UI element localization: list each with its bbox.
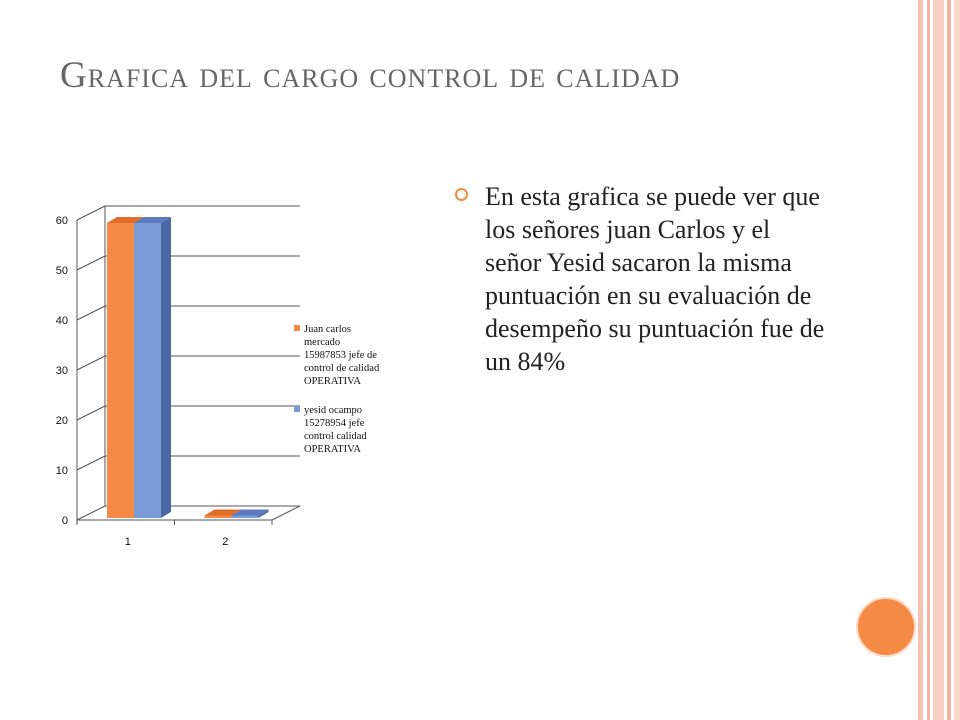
bar (134, 223, 161, 518)
legend-label: 15278954 jefe (304, 418, 365, 429)
bar-chart: 0 10 20 30 40 50 60 1 2 Juan carlos mercado 1598785… (56, 205, 380, 548)
stripe (933, 0, 944, 720)
gridline-side (76, 505, 106, 521)
y-tick-label: 30 (56, 365, 68, 377)
bullet-icon (455, 188, 468, 201)
bar-top (204, 509, 242, 516)
legend-swatch (294, 406, 300, 412)
gridline-side (76, 205, 106, 221)
legend-label: control calidad (304, 431, 367, 442)
legend-label: OPERATIVA (304, 376, 361, 387)
legend-label: 15987853 jefe de (304, 350, 377, 361)
bar-top (231, 509, 269, 516)
x-tick-label: 2 (222, 536, 228, 548)
bar (204, 515, 232, 518)
bar-side (258, 509, 269, 518)
legend-label: OPERATIVA (304, 444, 361, 455)
legend-label: yesid ocampo (304, 405, 362, 416)
legend-label: control de calidad (304, 363, 380, 374)
floor-edge (271, 505, 301, 521)
slide-title: Grafica del cargo control de calidad (60, 55, 681, 96)
bar (231, 515, 259, 518)
stripe (954, 0, 960, 720)
y-tick-label: 20 (56, 415, 68, 427)
body-paragraph: En esta grafica se puede ver que los señ… (485, 182, 825, 376)
legend-swatch (294, 325, 300, 331)
gridline-side (76, 305, 106, 321)
gridline-side (76, 455, 106, 471)
y-tick-label: 40 (56, 315, 68, 327)
bar-top (107, 217, 144, 223)
y-tick-label: 0 (62, 515, 68, 527)
decorative-stripes (918, 0, 960, 720)
bar-top (134, 217, 171, 223)
stripe (927, 0, 930, 720)
legend-label: Juan carlos (304, 324, 351, 335)
gridline-side (76, 405, 106, 421)
stripe (918, 0, 923, 720)
gridline-side (76, 255, 106, 271)
legend-label: mercado (304, 337, 340, 348)
stripe (947, 0, 951, 720)
bar (107, 223, 134, 518)
x-tick-label: 1 (125, 536, 131, 548)
y-tick-label: 60 (56, 215, 68, 227)
y-tick-label: 10 (56, 465, 68, 477)
gridline-side (76, 355, 106, 371)
decorative-circle (856, 597, 916, 657)
bar-side (161, 217, 171, 518)
y-tick-label: 50 (56, 265, 68, 277)
